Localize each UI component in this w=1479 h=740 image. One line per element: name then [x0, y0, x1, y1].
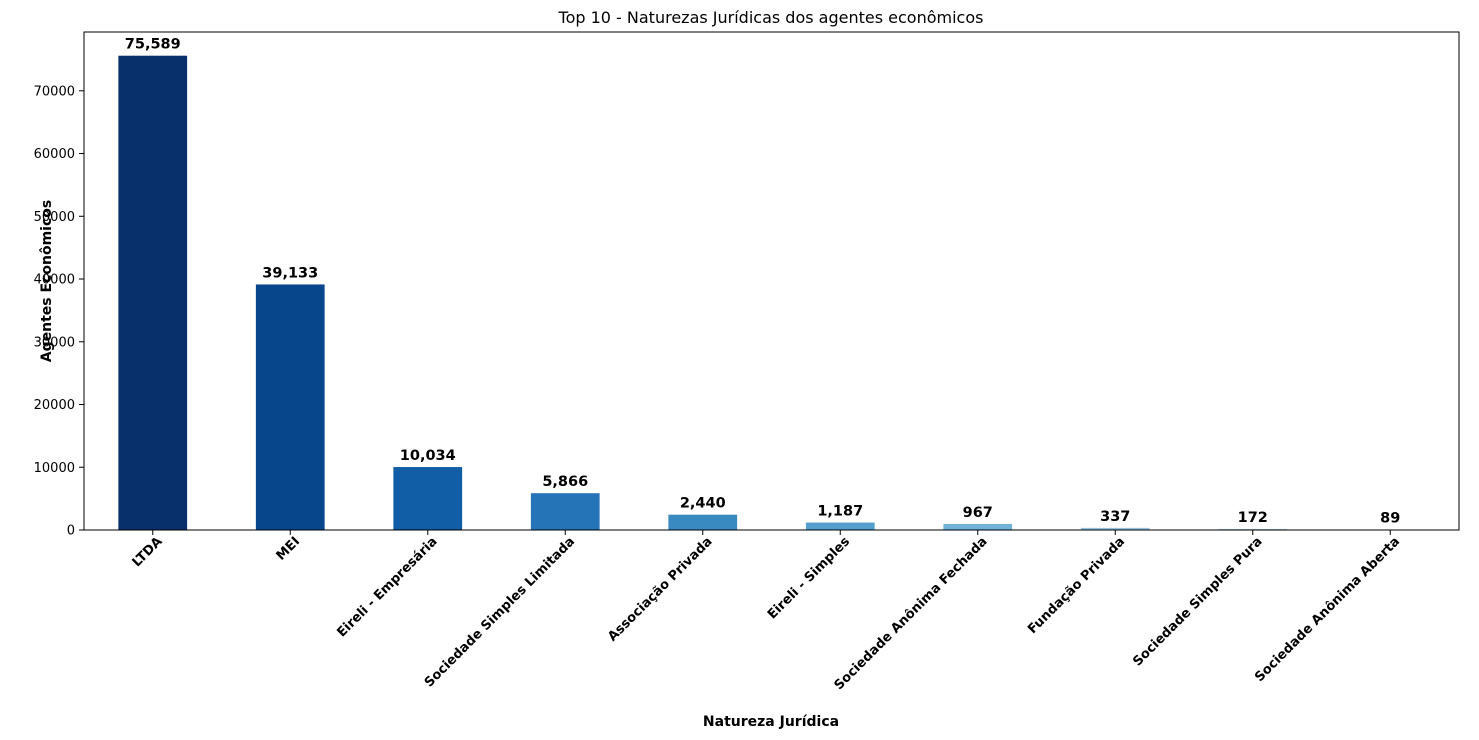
- bar-value-label: 967: [963, 505, 993, 521]
- x-tick-label: Sociedade Anônima Fechada: [832, 534, 991, 693]
- bar-value-label: 2,440: [680, 496, 726, 512]
- bar: [255, 284, 325, 530]
- bar-value-label: 89: [1380, 510, 1400, 526]
- bar-value-label: 75,589: [125, 37, 181, 53]
- y-tick-label: 60000: [34, 147, 75, 162]
- y-tick-label: 70000: [34, 84, 75, 99]
- bar: [118, 55, 188, 530]
- chart-title: Top 10 - Naturezas Jurídicas dos agentes…: [558, 8, 984, 27]
- y-tick-label: 20000: [34, 398, 75, 413]
- bar: [668, 514, 738, 530]
- x-tick-label: Associação Privada: [605, 534, 715, 644]
- bars-group: 75,589 39,133 10,034 5,866 2,440 1,187 967 337 1…: [118, 37, 1425, 530]
- y-tick-label: 40000: [34, 273, 75, 288]
- x-axis-label: Natureza Jurídica: [703, 714, 839, 730]
- x-tick-label: Sociedade Simples Pura: [1130, 534, 1265, 669]
- bar-value-label: 337: [1100, 509, 1130, 525]
- y-tick-label: 10000: [34, 461, 75, 476]
- x-tick-label: MEI: [274, 534, 303, 563]
- bar: [805, 522, 875, 530]
- y-tick-label: 50000: [34, 210, 75, 225]
- bar-value-label: 5,866: [542, 474, 588, 490]
- y-axis-ticks: 0 10000 20000 30000 40000 50000 60000 70000: [34, 84, 84, 539]
- bar: [530, 493, 600, 530]
- bar: [1080, 527, 1150, 530]
- x-tick-label: Sociedade Simples Limitada: [422, 534, 578, 690]
- bar: [943, 523, 1013, 530]
- bar-value-label: 1,187: [817, 504, 863, 520]
- x-tick-label: LTDA: [130, 534, 166, 570]
- plot-frame: [83, 31, 1460, 531]
- bar-value-label: 10,034: [400, 448, 456, 464]
- x-tick-label: Eireli - Empresária: [334, 534, 440, 640]
- x-tick-label: Fundação Privada: [1025, 534, 1128, 637]
- bar: [1218, 528, 1288, 530]
- bar-value-label: 172: [1238, 510, 1268, 526]
- x-tick-label: Sociedade Anônima Aberta: [1252, 534, 1403, 685]
- y-axis-label: Agentes Econômicos: [39, 200, 55, 362]
- bar: [393, 467, 463, 530]
- y-tick-label: 30000: [34, 335, 75, 350]
- y-tick-label: 0: [67, 524, 75, 539]
- bar-value-label: 39,133: [262, 265, 318, 281]
- x-tick-label: Eireli - Simples: [765, 534, 853, 622]
